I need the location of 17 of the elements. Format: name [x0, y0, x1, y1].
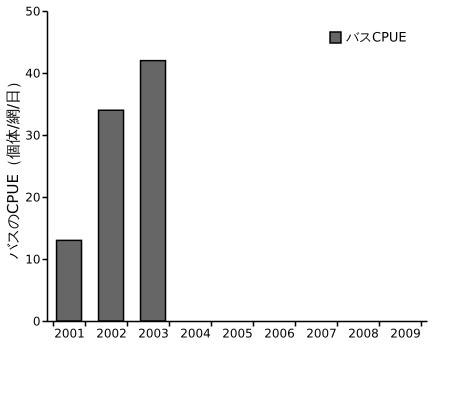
y-tick-label: 40 — [25, 66, 40, 80]
y-tick-label: 10 — [25, 252, 40, 266]
legend-label: バスCPUE — [345, 30, 407, 46]
y-axis-title: バスのCPUE（個体/網/日） — [4, 74, 22, 260]
x-tick-label: 2001 — [54, 326, 85, 340]
x-tick-label: 2004 — [180, 326, 211, 340]
x-tick-label: 2008 — [348, 326, 379, 340]
x-tick-label: 2009 — [390, 326, 421, 340]
x-tick-label: 2007 — [306, 326, 337, 340]
x-tick-label: 2002 — [96, 326, 127, 340]
x-tick-label: 2005 — [222, 326, 253, 340]
x-tick-label: 2003 — [138, 326, 169, 340]
y-tick-label: 50 — [25, 4, 40, 18]
x-tick-label: 2006 — [264, 326, 295, 340]
y-tick-label: 0 — [32, 314, 40, 328]
y-tick-label: 20 — [25, 190, 40, 204]
y-tick-label: 30 — [25, 128, 40, 142]
